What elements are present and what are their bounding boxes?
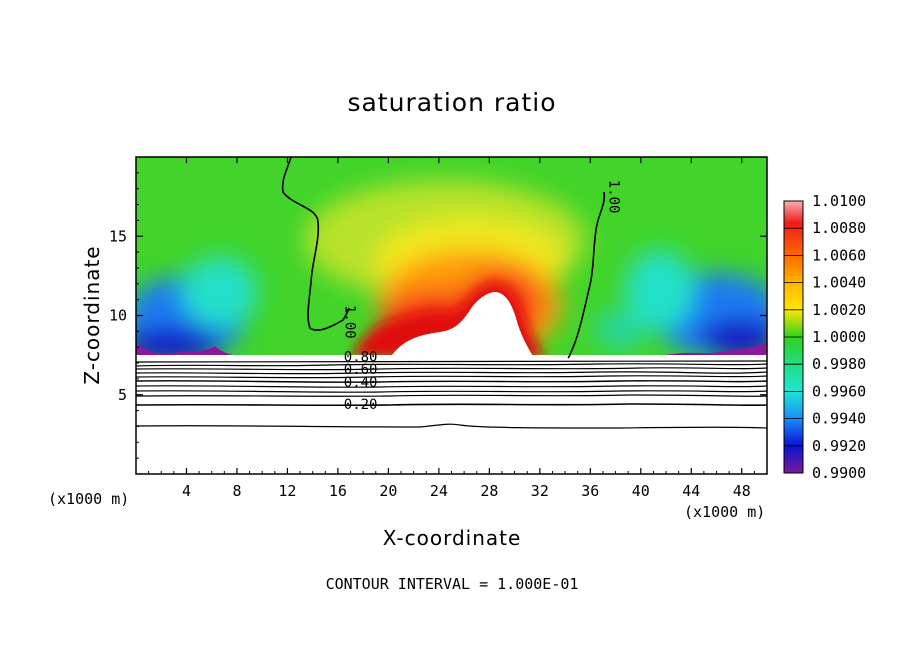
contour-line-right <box>567 191 606 359</box>
saturation-field <box>136 157 767 358</box>
colorbar-tick-label: 1.0020 <box>812 301 866 319</box>
x-tick-label: 20 <box>379 482 397 500</box>
y-tick-label: 10 <box>109 307 127 325</box>
contour-label: 1.00 <box>605 180 621 214</box>
x-unit-label-left: (x1000 m) <box>48 490 130 508</box>
contour-label: 0.20 <box>344 397 378 413</box>
x-unit-label-right: (x1000 m) <box>684 503 766 521</box>
contour-label: 1.00 <box>341 305 357 339</box>
x-tick-label: 40 <box>632 482 650 500</box>
colorbar-tick-label: 1.0060 <box>812 246 866 264</box>
colorbar-tick-label: 1.0040 <box>812 274 866 292</box>
x-tick-label: 24 <box>430 482 448 500</box>
x-axis-ticks: 4 8 12 16 20 24 28 32 36 40 44 48 <box>148 157 755 500</box>
x-tick-label: 36 <box>581 482 599 500</box>
contour-label: 0.40 <box>344 375 378 391</box>
colorbar: 1.0100 1.0080 1.0060 1.0040 1.0020 1.0000 0.99… <box>783 192 866 482</box>
colorbar-tick-label: 1.0080 <box>812 219 866 237</box>
contour-interval-note: CONTOUR INTERVAL = 1.000E-01 <box>325 575 579 593</box>
contour-label: 0.60 <box>344 362 378 378</box>
x-tick-label: 28 <box>480 482 498 500</box>
contour-label: 0.80 <box>344 349 378 365</box>
x-tick-label: 48 <box>733 482 751 500</box>
y-tick-label: 15 <box>109 227 127 245</box>
x-tick-label: 8 <box>232 482 241 500</box>
x-axis-label: X-coordinate <box>382 526 522 550</box>
chart-title: saturation ratio <box>347 88 557 117</box>
contour-lines-lower <box>135 360 768 429</box>
y-tick-label: 5 <box>118 386 127 404</box>
contour-lines-saturation <box>281 156 606 359</box>
x-tick-label: 4 <box>182 482 191 500</box>
colorbar-tick-label: 0.9900 <box>812 464 866 482</box>
y-axis-ticks: 5 10 15 <box>109 172 767 459</box>
colorbar-tick-label: 0.9940 <box>812 410 866 428</box>
colorbar-tick-label: 0.9920 <box>812 437 866 455</box>
x-tick-label: 44 <box>682 482 700 500</box>
colorbar-tick-label: 1.0000 <box>812 328 866 346</box>
colorbar-tick-label: 0.9980 <box>812 355 866 373</box>
colorbar-ticks: 1.0100 1.0080 1.0060 1.0040 1.0020 1.0000 0.99… <box>784 192 866 482</box>
colorbar-tick-label: 0.9960 <box>812 382 866 400</box>
contour-line-left <box>281 156 350 331</box>
x-tick-label: 32 <box>531 482 549 500</box>
contour-labels: 1.00 1.00 0.800.600.40 0.20 <box>341 180 621 413</box>
x-tick-label: 12 <box>278 482 296 500</box>
colorbar-tick-label: 1.0100 <box>812 192 866 210</box>
x-tick-label: 16 <box>329 482 347 500</box>
